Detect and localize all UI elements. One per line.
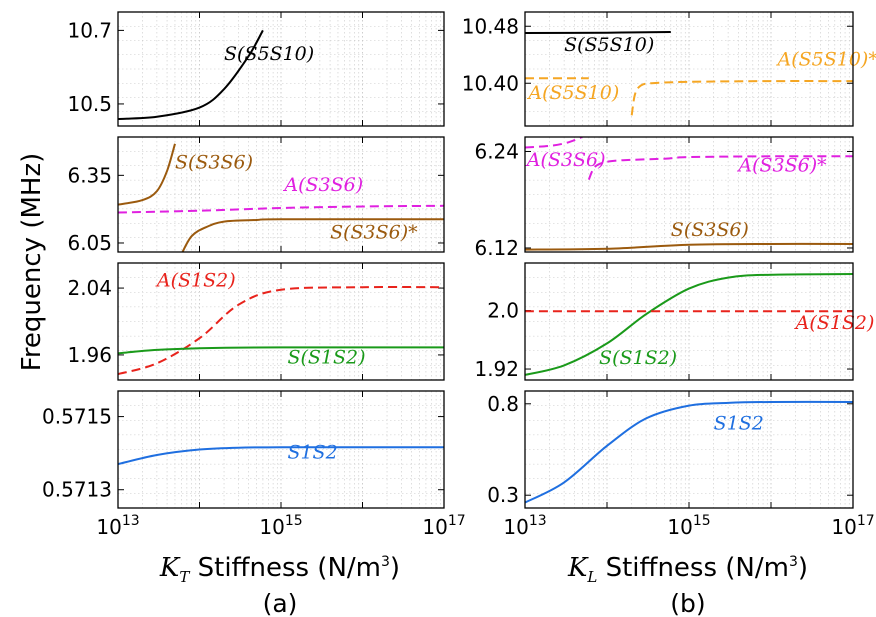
- y-tick-label: 1.96: [67, 343, 112, 367]
- series-line-s-s3s6-: [118, 143, 176, 206]
- y-tick-label: 2.04: [67, 276, 112, 300]
- x-tick-label: 1013: [96, 513, 139, 539]
- series-line-a-s5s10-: [630, 80, 853, 116]
- y-tick-label: 6.24: [474, 139, 519, 163]
- x-tick-label: 1017: [422, 513, 465, 539]
- series-annotation: S(S3S6): [175, 152, 253, 174]
- y-tick-label: 0.5713: [42, 478, 112, 502]
- panel-frame: [117, 136, 445, 253]
- series-annotation: S(S1S2): [599, 347, 677, 369]
- y-axis-label: Frequency (MHz): [17, 153, 47, 372]
- series-line-s-s1s2-: [118, 346, 444, 355]
- x-axis-label-b: KL Stiffness (N/m3): [567, 553, 808, 586]
- series-line-s-s5s10-: [525, 31, 671, 34]
- series-line-a-s3s6-: [118, 204, 444, 214]
- panel-a-row3: 1.96 2.04 A(S1S2) S(S1S2): [67, 262, 445, 381]
- panel-b-row1: 10.40 10.48 S(S5S10) A(S5S10) A(S5S10)*: [462, 11, 876, 127]
- series-group: [525, 137, 853, 251]
- y-tick-label: 0.5715: [42, 405, 112, 429]
- y-tick-label: 10.7: [67, 18, 112, 42]
- series-group: [525, 273, 853, 376]
- panel-frame: [117, 11, 445, 127]
- series-group: [118, 446, 444, 466]
- panel-b-row3: 1.92 2.0 A(S1S2) S(S1S2): [474, 262, 875, 381]
- panel-frame: [117, 390, 445, 509]
- series-line-s1s2: [525, 400, 853, 504]
- x-axis-label-a: KT Stiffness (N/m3): [159, 553, 400, 586]
- series-line-a-s3s6-: [525, 137, 583, 149]
- caption-b: (b): [670, 589, 705, 617]
- series-annotation: A(S3S6): [525, 149, 606, 171]
- y-tick-label: 0.8: [487, 392, 519, 416]
- panel-a-row1: 10.5 10.7 S(S5S10): [67, 11, 445, 127]
- panel-frame: [524, 136, 854, 253]
- panel-frame: [117, 262, 445, 381]
- series-annotation: S(S3S6)*: [330, 221, 418, 243]
- x-tick-label: 1015: [259, 513, 302, 539]
- y-tick-label: 10.40: [462, 71, 519, 95]
- panel-a-row4: 0.5713 0.5715 1013 1015 1017 S1S2: [42, 390, 466, 539]
- panel-b-row4: 0.3 0.8 1013 1015 1017 S1S2: [487, 390, 875, 539]
- series-group: [118, 29, 264, 120]
- y-tick-label: 6.05: [67, 231, 112, 255]
- series-line-s-s3s6-: [181, 218, 444, 252]
- series-annotation: A(S5S10)*: [775, 48, 876, 70]
- panel-frame: [524, 390, 854, 509]
- series-line-a-s3s6-: [587, 155, 853, 181]
- panel-frame: [524, 262, 854, 381]
- series-line-s-s1s2-: [525, 273, 853, 376]
- y-tick-label: 0.3: [487, 483, 519, 507]
- series-annotation: A(S3S6): [282, 174, 363, 196]
- series-group: [525, 31, 853, 116]
- series-annotation: A(S3S6)*: [736, 155, 827, 177]
- panel-b-row2: 6.12 6.24 A(S3S6) A(S3S6)* S(S3S6): [474, 136, 854, 260]
- series-line-s-s3s6-: [525, 242, 853, 251]
- series-line-s-s5s10-: [118, 29, 264, 120]
- panel-a-row2: 6.05 6.35 S(S3S6) A(S3S6) S(S3S6)*: [67, 136, 445, 255]
- x-tick-label: 1013: [503, 513, 546, 539]
- panel-frame: [524, 11, 854, 127]
- series-annotation: S(S3S6): [671, 219, 749, 241]
- series-annotation: A(S5S10): [526, 82, 619, 104]
- series-annotation: S(S1S2): [287, 346, 365, 368]
- series-group: [118, 286, 444, 376]
- y-tick-label: 6.35: [67, 163, 112, 187]
- series-line-a-s1s2-: [118, 286, 444, 376]
- series-annotation: A(S1S2): [155, 269, 236, 291]
- y-tick-label: 2.0: [487, 299, 519, 323]
- caption-a: (a): [263, 589, 298, 617]
- series-annotation: S1S2: [714, 412, 764, 434]
- series-annotation: A(S1S2): [794, 312, 875, 334]
- series-annotation: S(S5S10): [224, 43, 314, 65]
- series-line-s1s2: [118, 446, 444, 466]
- y-tick-label: 1.92: [474, 357, 519, 381]
- series-group: [525, 400, 853, 504]
- series-annotation: S(S5S10): [564, 34, 654, 56]
- x-tick-label: 1015: [667, 513, 710, 539]
- x-tick-label: 1017: [831, 513, 874, 539]
- series-annotation: S1S2: [287, 442, 337, 464]
- y-tick-label: 10.5: [67, 92, 112, 116]
- series-group: [118, 143, 444, 252]
- y-tick-label: 6.12: [474, 236, 519, 260]
- y-tick-label: 10.48: [462, 14, 519, 38]
